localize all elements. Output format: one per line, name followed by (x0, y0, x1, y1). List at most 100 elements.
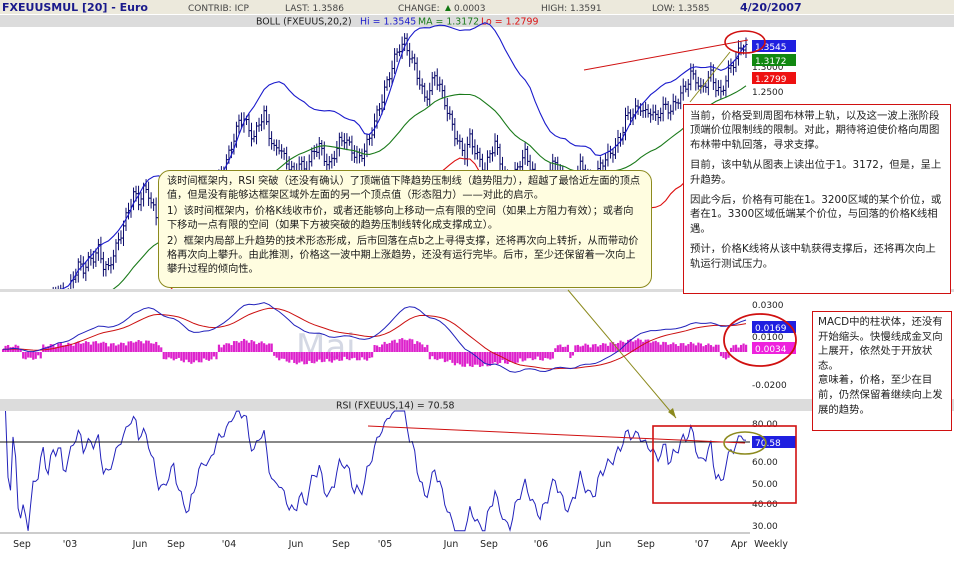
x-axis-period: Weekly (754, 539, 788, 550)
macd-hist-bar (197, 352, 200, 363)
macd-hist-bar (576, 344, 580, 352)
macd-hist-bar (145, 340, 148, 352)
macd-hist-bar (79, 343, 83, 352)
macd-hist-bar (338, 352, 341, 361)
macd-hist-bar (67, 342, 70, 352)
macd-hist-bar (717, 344, 720, 352)
macd-hist-bar (549, 352, 552, 360)
x-axis-label: Jun (132, 539, 148, 550)
macd-hist-bar (644, 339, 647, 352)
macd-hist-bar (137, 340, 140, 352)
right-note-p2: 目前，该中轨从图表上读出位于1。3172，但是，呈上升趋势。 (690, 159, 942, 186)
macd-hist-bar (531, 352, 534, 361)
macd-hist-bar (714, 344, 718, 352)
macd-hist-bar (719, 352, 723, 357)
macd-hist-bar (672, 342, 675, 352)
boll-legend-strip (0, 15, 954, 27)
boll-lo-badge-text: 1.2799 (755, 75, 787, 85)
rsi-trendline (367, 425, 746, 444)
macd-hist-bar (157, 345, 160, 352)
right-note-p3: 因此今后，价格有可能在1。3200区域的某个价位，或者在1。3300区域低端某个… (690, 194, 942, 235)
macd-tick-0300: 0.0300 (752, 301, 784, 311)
last-label: LAST: 1.3586 (285, 4, 344, 14)
macd-hist-bar (265, 344, 268, 352)
macd-hist-bar (376, 345, 379, 352)
macd-hist-bar (591, 344, 595, 352)
macd-hist-bar (393, 339, 396, 352)
macd-hist-bar (667, 344, 670, 352)
x-axis-label: Sep (480, 539, 498, 550)
macd-hist-bar (303, 352, 306, 365)
macd-hist-bar (403, 339, 406, 352)
macd-hist-bar (355, 352, 359, 361)
macd-hist-bar (559, 344, 562, 352)
macd-hist-bar (586, 344, 590, 352)
rsi-legend-strip (0, 399, 954, 411)
macd-hist-bar (167, 352, 170, 358)
macd-hist-bar (227, 343, 231, 352)
macd-hist-bar (222, 344, 226, 352)
rsi-tick-60: 60.00 (752, 458, 778, 468)
macd-hist-bar (511, 352, 514, 363)
macd-hist-bar (493, 352, 497, 363)
macd-hist-bar (353, 352, 356, 358)
macd-hist-bar (72, 345, 75, 352)
macd-hist-bar (99, 342, 103, 352)
macd-histogram (2, 338, 748, 368)
macd-hist-bar (739, 344, 743, 352)
macd-hist-bar (114, 345, 118, 352)
macd-hist-bar (383, 341, 386, 352)
macd-hist-bar (737, 347, 740, 352)
left-note-p1: 该时间框架内，RSI 突破（还没有确认）了顶端值下降趋势压制线（趋势阻力），超越… (167, 176, 641, 201)
macd-hist-bar (519, 352, 522, 359)
macd-hist-bar (677, 345, 680, 352)
macd-hist-bar (496, 352, 499, 365)
macd-hist-bar (561, 346, 564, 352)
macd-hist-bar (536, 352, 539, 357)
macd-analysis-note: MACD中的柱状体，还没有开始缩头。快慢线成金叉向上展开，依然处于开放状态。 意… (812, 311, 952, 431)
macd-hist-bar (285, 352, 288, 362)
macd-note-p2: 意味着，价格，至少在目前，仍然保留着继续向上发展的趋势。 (818, 374, 943, 416)
macd-hist-bar (483, 352, 487, 364)
macd-hist-bar (333, 352, 336, 361)
macd-hist-bar (315, 352, 318, 362)
macd-hist-bar (250, 340, 253, 352)
macd-hist-bar (704, 344, 708, 352)
macd-hist-bar (556, 345, 559, 352)
macd-hist-bar (386, 343, 389, 352)
macd-hist-bar (268, 343, 271, 352)
macd-hist-bar (343, 352, 346, 357)
macd-hist-bar (2, 349, 5, 352)
macd-hist-bar (247, 342, 251, 352)
macd-hist-bar (240, 340, 243, 352)
rsi-badge-text: 70.58 (755, 439, 781, 449)
macd-hist-bar (74, 342, 77, 352)
price-analysis-note: 当前，价格受到周图布林带上轨，以及这一波上涨阶段顶端价位限制线的限制。对此，期待… (683, 104, 951, 294)
macd-hist-bar (569, 352, 572, 359)
macd-hist-bar (689, 342, 692, 352)
macd-hist-bar (401, 338, 404, 352)
macd-hist-bar (526, 352, 529, 359)
macd-hist-bar (486, 352, 489, 367)
macd-hist-bar (433, 352, 436, 360)
macd-hist-bar (155, 341, 158, 352)
boll-mid-line (2, 85, 747, 323)
macd-hist-bar (611, 342, 615, 352)
macd-hist-bar (29, 352, 32, 358)
macd-hist-bar (182, 352, 185, 363)
rsi-tick-40: 40.00 (752, 500, 778, 510)
macd-hist-bar (684, 345, 687, 352)
macd-hist-bar (584, 343, 587, 352)
macd-hist-badge (752, 342, 796, 354)
price-tick-13000: 1.3000 (752, 63, 784, 73)
macd-hist-bar (97, 343, 100, 352)
rsi-analysis-note: 该时间框架内，RSI 突破（还没有确认）了顶端值下降趋势压制线（趋势阻力），超越… (158, 170, 652, 288)
macd-line-badge (752, 321, 796, 333)
macd-hist-bar (217, 344, 221, 352)
macd-hist-bar (64, 344, 67, 352)
macd-hist-bar (132, 342, 135, 352)
macd-hist-bar (84, 341, 88, 352)
macd-hist-bar (491, 352, 494, 364)
macd-hist-bar (275, 352, 278, 358)
macd-hist-bar (335, 352, 339, 360)
